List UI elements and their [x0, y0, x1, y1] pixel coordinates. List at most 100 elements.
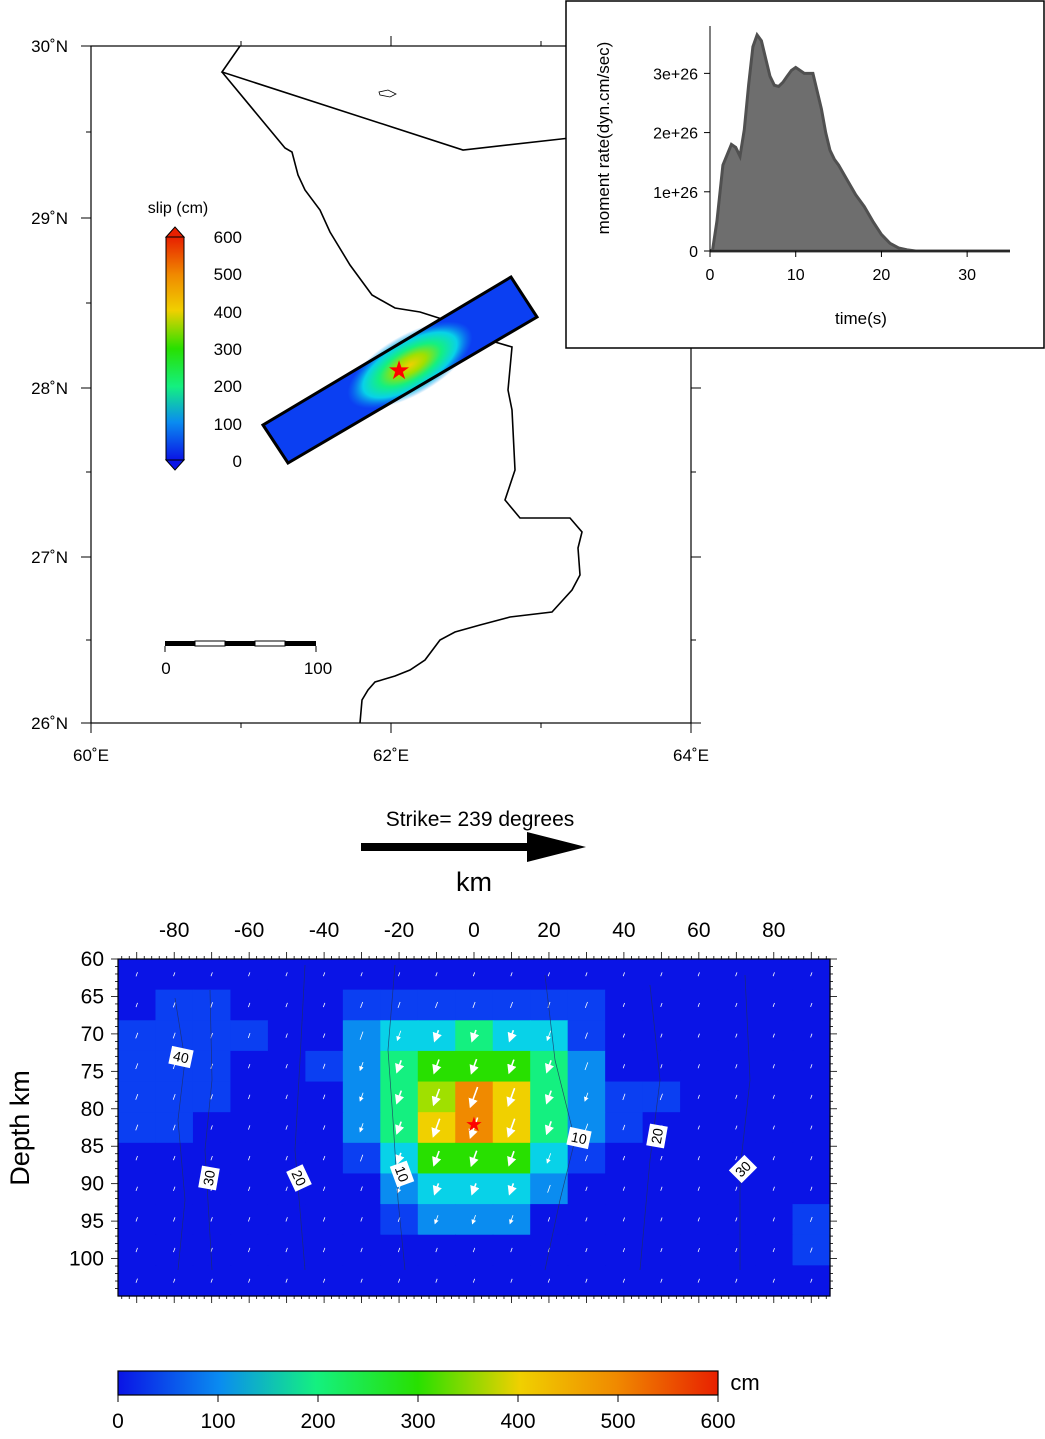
slip-cell	[530, 1265, 569, 1297]
slip-vector	[432, 1029, 442, 1043]
slip-vector	[585, 1278, 588, 1283]
slip-vector	[285, 1033, 288, 1038]
slip-vector	[395, 1152, 405, 1165]
slip-cell	[680, 1142, 719, 1175]
bottom-colorbar-tick-label: 300	[400, 1410, 435, 1433]
stf-x-axis-label: time(s)	[835, 309, 887, 328]
slip-vector	[323, 972, 326, 977]
slip-vector	[173, 1186, 176, 1192]
stf-ticks	[704, 72, 968, 257]
slip-cell	[267, 959, 306, 991]
slip-vector	[322, 1094, 326, 1100]
border-line-north	[220, 46, 571, 151]
slip-vector	[735, 1247, 738, 1253]
slip-vector	[210, 1155, 213, 1161]
slip-vector	[697, 1156, 700, 1161]
bottom-colorbar-tick-label: 200	[300, 1410, 335, 1433]
slip-vector	[660, 1033, 663, 1038]
slip-vector	[173, 1155, 176, 1161]
slip-vector	[248, 1217, 251, 1222]
slip-vector	[135, 1247, 138, 1253]
slip-cell	[230, 1142, 269, 1175]
slip-cell	[680, 989, 719, 1021]
scale-bar: 0 100	[161, 640, 332, 678]
slip-cell	[192, 989, 232, 1021]
slip-cell	[305, 1142, 344, 1175]
slip-vector	[172, 1032, 176, 1039]
scale-bar-label-end: 100	[304, 659, 332, 678]
xsec-x-tick-label: 80	[762, 919, 785, 942]
map-colorbar-tick: 100	[214, 415, 242, 434]
slip-cell	[680, 1081, 719, 1113]
contour-label: 10	[392, 1164, 412, 1184]
slip-vector	[622, 1186, 625, 1191]
slip-cell	[680, 1234, 719, 1266]
xsec-y-tick-label: 80	[81, 1098, 104, 1121]
slip-vector	[247, 1032, 251, 1039]
slip-vector	[248, 1094, 251, 1100]
stf-x-tick-label: 20	[873, 267, 891, 284]
slip-vector	[810, 1278, 813, 1283]
map-colorbar-tick: 0	[233, 452, 242, 471]
slip-vector	[285, 1278, 288, 1283]
slip-vector	[135, 1002, 138, 1008]
xsec-x-tick-label: 0	[468, 919, 480, 942]
slip-vector	[285, 1247, 288, 1253]
map-colorbar-tick: 400	[214, 303, 242, 322]
slip-vector	[585, 1217, 588, 1222]
xsec-x-tick-label: -60	[234, 919, 264, 942]
bottom-colorbar-tick-label: 400	[500, 1410, 535, 1433]
slip-vector	[394, 1090, 405, 1105]
slip-vector	[210, 1002, 213, 1008]
xsec-x-tick-label: 60	[687, 919, 710, 942]
slip-cell	[717, 1173, 756, 1205]
slip-vector	[622, 1093, 626, 1101]
colorbar-max-triangle	[164, 226, 186, 238]
slip-vector	[547, 1184, 551, 1193]
slip-vector	[697, 1217, 700, 1222]
cross-section-y-tick-labels: 60 65 70 75 80 85 90 95 100	[69, 948, 104, 1271]
slip-vector	[285, 972, 288, 977]
slip-vector	[697, 1094, 700, 1099]
map-y-tick-label: 28˚N	[31, 379, 68, 398]
slip-vector	[322, 1247, 326, 1253]
bottom-colorbar-tick-label: 600	[700, 1410, 735, 1433]
xsec-x-tick-label: 20	[537, 919, 560, 942]
slip-vector	[210, 972, 213, 977]
slip-vector	[810, 1125, 813, 1130]
slip-vector	[172, 1124, 176, 1131]
slip-vector	[210, 1125, 213, 1130]
stf-y-tick-label: 3e+26	[653, 66, 698, 83]
slip-vector	[472, 1278, 476, 1283]
slip-vector	[547, 1217, 551, 1222]
slip-cell	[417, 989, 456, 1021]
slip-vector	[510, 972, 513, 977]
slip-vector	[210, 1217, 213, 1222]
bottom-colorbar-ticks	[117, 1395, 719, 1402]
contour-lines	[174, 964, 751, 1271]
slip-vector	[322, 1002, 326, 1008]
slip-vector	[210, 1278, 213, 1283]
slip-vector	[622, 1002, 625, 1008]
slip-vector	[585, 1186, 588, 1192]
slip-vector	[135, 1186, 138, 1192]
slip-vector	[434, 1215, 439, 1225]
slip-cell	[192, 1112, 232, 1144]
slip-cell	[192, 1204, 232, 1236]
slip-vector	[584, 1032, 588, 1039]
slip-vector	[435, 1247, 438, 1253]
slip-vector	[544, 1090, 554, 1105]
fault-plane-outline	[260, 274, 540, 466]
slip-vectors	[135, 972, 813, 1283]
slip-vector	[359, 1061, 364, 1072]
xsec-y-tick-label: 60	[81, 948, 104, 971]
slip-vector	[810, 1156, 813, 1161]
slip-vector	[584, 1092, 589, 1102]
slip-cell	[567, 989, 606, 1021]
slip-vector	[435, 1001, 438, 1009]
slip-vector	[322, 1063, 326, 1069]
slip-vector	[622, 1033, 625, 1038]
map-colorbar-tick: 500	[214, 265, 242, 284]
xsec-y-tick-label: 100	[69, 1248, 104, 1271]
